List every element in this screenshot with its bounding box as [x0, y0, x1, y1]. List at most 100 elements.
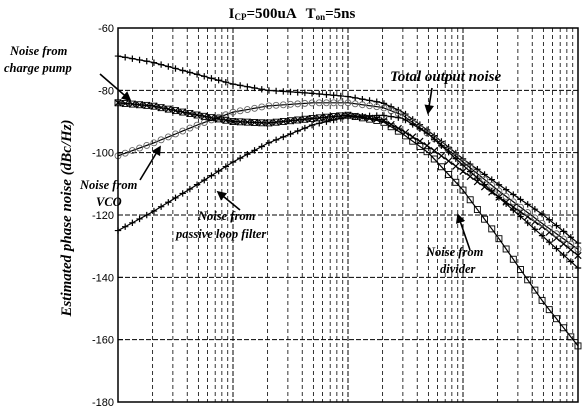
series-marker [466, 160, 474, 168]
y-tick-label: -160 [92, 335, 114, 347]
series-marker [560, 240, 568, 248]
series-marker [553, 222, 560, 229]
series-marker [373, 116, 381, 124]
series-marker [186, 69, 194, 76]
series-marker [531, 214, 539, 222]
series-marker [502, 186, 510, 193]
series-marker [301, 115, 309, 123]
series-marker [121, 54, 129, 61]
series-noise-from-vco [114, 99, 582, 253]
series-marker [222, 78, 230, 86]
series-marker [258, 143, 265, 150]
series-marker [395, 114, 402, 121]
series-marker [208, 75, 215, 82]
series-marker [193, 71, 201, 78]
series-marker [229, 80, 237, 88]
series-marker [308, 99, 316, 107]
series-marker [251, 84, 258, 92]
series-marker [495, 235, 503, 243]
series-marker [510, 206, 517, 214]
series-marker [545, 225, 553, 233]
series-marker [538, 210, 546, 218]
annotation-total-output: Total output noise [390, 69, 501, 85]
series-marker [229, 158, 237, 166]
series-marker [330, 116, 337, 124]
series-marker [387, 103, 395, 110]
series-marker [517, 203, 524, 211]
series-marker [287, 117, 294, 125]
series-marker [488, 225, 496, 233]
series-marker [121, 99, 129, 107]
series-marker [387, 120, 395, 129]
series-marker [229, 118, 237, 125]
series-marker [560, 235, 568, 243]
series-marker [430, 147, 438, 155]
series-marker [179, 127, 187, 135]
series-marker [265, 119, 273, 127]
series-marker [517, 196, 524, 203]
series-marker [193, 121, 201, 129]
series-marker [452, 162, 460, 170]
series-marker [164, 105, 172, 113]
series-total-output-noise [114, 52, 582, 247]
series-marker [344, 113, 352, 121]
series-marker [243, 106, 251, 114]
series-marker [358, 101, 366, 109]
series-marker [452, 178, 460, 186]
series-marker [445, 148, 452, 156]
series-marker [179, 190, 186, 197]
series-marker [466, 196, 474, 204]
series-marker [279, 118, 287, 125]
series-marker [136, 101, 144, 109]
series-marker [538, 219, 546, 227]
series-marker [553, 245, 560, 252]
series-marker [567, 246, 575, 254]
y-tick-label: -120 [92, 210, 114, 222]
series-marker [179, 108, 187, 116]
series-marker [301, 89, 309, 97]
series-marker [294, 89, 301, 96]
series-marker [128, 100, 136, 108]
series-marker [157, 104, 165, 112]
series-marker [337, 92, 345, 100]
series-marker [488, 176, 495, 183]
series-marker [165, 63, 172, 70]
series-marker [143, 211, 150, 219]
series-marker [517, 266, 524, 273]
series-marker [136, 215, 143, 223]
series-marker [150, 207, 158, 215]
series-marker [474, 166, 481, 173]
series-marker [423, 142, 431, 150]
annotations: Noise from charge pump Total output nois… [4, 44, 501, 276]
series-marker [430, 155, 438, 163]
series-marker [265, 87, 273, 94]
series-marker [272, 136, 280, 144]
series-marker [437, 152, 446, 160]
series-marker [164, 133, 172, 141]
series-marker [172, 107, 179, 115]
series-marker [366, 115, 374, 123]
series-marker [394, 127, 402, 135]
series-marker [395, 106, 402, 114]
series-marker [423, 148, 431, 156]
series-marker [236, 118, 244, 126]
title-t: T [306, 6, 316, 22]
series-marker [509, 198, 517, 206]
series-marker [459, 161, 467, 169]
series-marker [165, 199, 172, 206]
series-marker [136, 56, 143, 64]
series-marker [150, 59, 158, 66]
series-marker [215, 77, 222, 84]
series-marker [509, 203, 517, 211]
series-marker [172, 130, 179, 138]
series-marker [280, 88, 287, 95]
series-marker [466, 168, 474, 175]
series-marker [193, 181, 201, 188]
series-marker [351, 100, 359, 108]
series-marker [243, 118, 251, 126]
series-marker [279, 101, 287, 109]
series-marker [524, 201, 531, 208]
series-marker [452, 155, 460, 162]
series-marker [150, 139, 158, 147]
series-marker [258, 119, 266, 127]
